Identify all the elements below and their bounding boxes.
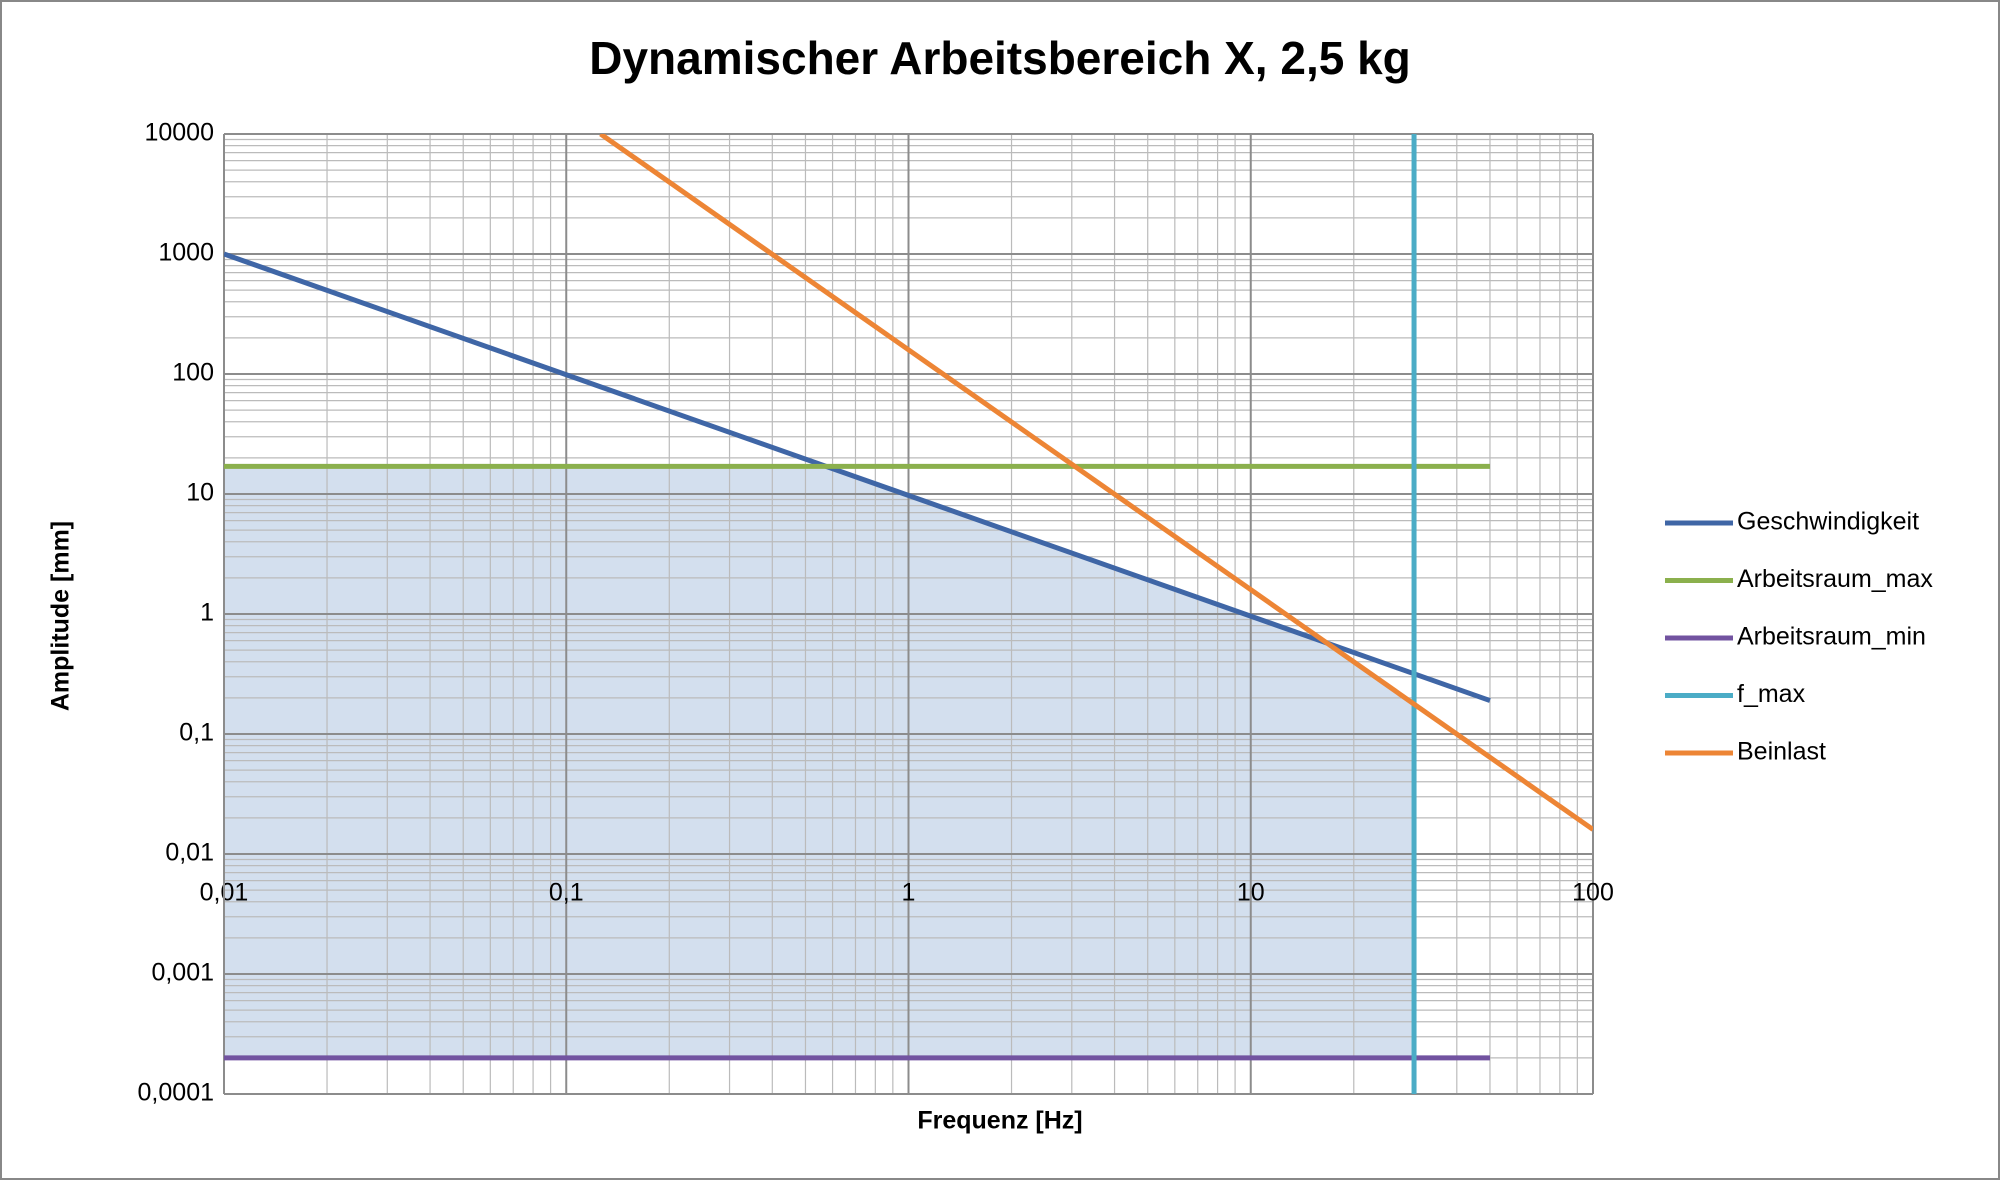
y-tick-label: 1 bbox=[200, 599, 214, 627]
legend-label: Arbeitsraum_max bbox=[1737, 565, 1933, 593]
y-tick-label: 0,001 bbox=[151, 959, 214, 987]
series-line bbox=[599, 134, 1593, 832]
y-tick-label: 10000 bbox=[144, 119, 214, 147]
y-axis-label: Amplitude [mm] bbox=[47, 521, 75, 711]
x-tick-label: 1 bbox=[902, 879, 916, 907]
legend-label: Arbeitsraum_min bbox=[1737, 623, 1926, 651]
y-tick-label: 1000 bbox=[158, 239, 214, 267]
legend-label: Beinlast bbox=[1737, 738, 1826, 766]
legend-label: f_max bbox=[1737, 680, 1806, 708]
x-tick-label: 10 bbox=[1237, 879, 1265, 907]
y-tick-label: 0,01 bbox=[165, 839, 214, 867]
x-axis-label: Frequenz [Hz] bbox=[917, 1107, 1082, 1135]
y-tick-label: 0,0001 bbox=[138, 1079, 214, 1107]
x-tick-label: 0,1 bbox=[549, 879, 584, 907]
x-tick-label: 100 bbox=[1572, 879, 1614, 907]
legend-label: Geschwindigkeit bbox=[1737, 508, 1919, 536]
y-tick-label: 0,1 bbox=[179, 719, 214, 747]
y-tick-label: 10 bbox=[186, 479, 214, 507]
chart-title: Dynamischer Arbeitsbereich X, 2,5 kg bbox=[589, 32, 1411, 84]
series-line bbox=[224, 251, 1491, 703]
y-tick-label: 100 bbox=[172, 359, 214, 387]
